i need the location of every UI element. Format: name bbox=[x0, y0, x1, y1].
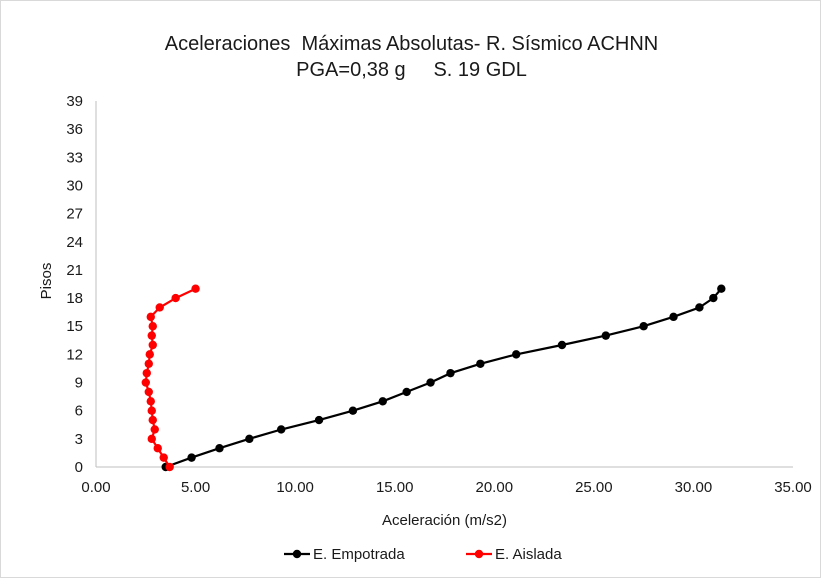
legend-label: E. Empotrada bbox=[313, 546, 405, 563]
y-tick-label: 24 bbox=[66, 234, 83, 251]
data-point bbox=[314, 415, 324, 425]
legend-item-aislada: E. Aislada bbox=[466, 546, 562, 563]
series-empotrada bbox=[161, 284, 726, 472]
x-tick-label: 15.00 bbox=[376, 479, 414, 496]
y-tick-label: 21 bbox=[66, 262, 83, 279]
data-point bbox=[215, 444, 224, 453]
x-tick-label: 20.00 bbox=[476, 479, 514, 496]
data-point bbox=[144, 387, 153, 397]
data-point bbox=[148, 340, 157, 350]
data-point bbox=[159, 453, 168, 462]
y-tick-label: 33 bbox=[66, 149, 83, 166]
data-point bbox=[142, 368, 151, 378]
x-tick-label: 0.00 bbox=[81, 479, 110, 496]
x-tick-label: 10.00 bbox=[276, 479, 314, 496]
x-tick-label: 35.00 bbox=[774, 479, 812, 496]
data-point bbox=[557, 340, 567, 350]
chart-title: Aceleraciones Máximas Absolutas- R. Sísm… bbox=[164, 33, 659, 55]
data-point bbox=[146, 397, 155, 406]
series-layer bbox=[141, 284, 726, 472]
y-tick-label: 27 bbox=[66, 206, 83, 223]
x-tick-label: 25.00 bbox=[575, 479, 613, 496]
x-tick-label: 30.00 bbox=[675, 479, 713, 496]
data-point bbox=[144, 359, 153, 368]
data-point bbox=[695, 303, 704, 312]
data-point bbox=[153, 444, 162, 453]
data-point bbox=[669, 312, 678, 322]
data-point bbox=[378, 397, 387, 406]
data-point bbox=[145, 350, 154, 359]
data-point bbox=[191, 284, 200, 293]
data-point bbox=[146, 312, 155, 322]
data-point bbox=[601, 331, 611, 340]
y-tick-label: 0 bbox=[75, 459, 83, 476]
data-point bbox=[426, 378, 435, 387]
y-tick-label: 39 bbox=[66, 93, 83, 110]
data-point bbox=[709, 293, 718, 303]
series-aislada bbox=[141, 284, 200, 472]
series-line bbox=[165, 287, 723, 469]
data-point bbox=[245, 434, 254, 444]
y-tick-label: 9 bbox=[75, 375, 83, 392]
x-axis-title: Aceleración (m/s2) bbox=[382, 512, 507, 529]
data-point bbox=[277, 425, 286, 434]
data-point bbox=[147, 406, 156, 415]
data-point bbox=[150, 425, 159, 434]
y-tick-label: 15 bbox=[66, 318, 83, 335]
legend-swatch-marker bbox=[474, 549, 484, 559]
data-point bbox=[511, 350, 521, 359]
data-point bbox=[148, 322, 157, 331]
y-tick-label: 30 bbox=[66, 177, 83, 194]
y-tick-label: 36 bbox=[66, 121, 83, 138]
data-point bbox=[147, 434, 156, 444]
data-point bbox=[446, 368, 455, 378]
legend-item-empotrada: E. Empotrada bbox=[284, 546, 405, 563]
y-axis-title: Pisos bbox=[38, 263, 55, 300]
data-point bbox=[717, 284, 726, 293]
y-tick-label: 6 bbox=[75, 403, 83, 420]
data-point bbox=[147, 331, 156, 340]
legend-label: E. Aislada bbox=[495, 546, 562, 563]
data-point bbox=[148, 415, 157, 425]
x-tick-label: 5.00 bbox=[181, 479, 210, 496]
y-tick-label: 18 bbox=[66, 290, 83, 307]
y-tick-label: 12 bbox=[66, 346, 83, 363]
data-point bbox=[141, 378, 150, 387]
data-point bbox=[155, 303, 164, 312]
legend-swatch-marker bbox=[292, 549, 302, 559]
data-point bbox=[165, 462, 174, 472]
data-point bbox=[476, 359, 485, 368]
data-point bbox=[171, 293, 180, 303]
data-point bbox=[402, 387, 411, 397]
data-point bbox=[639, 322, 648, 331]
data-point bbox=[187, 453, 196, 462]
legend: E. Empotrada E. Aislada bbox=[284, 546, 562, 563]
data-point bbox=[348, 406, 358, 415]
y-tick-label: 3 bbox=[75, 431, 83, 448]
chart-subtitle: PGA=0,38 g S. 19 GDL bbox=[296, 59, 527, 81]
axes: 0.00 5.00 10.00 15.00 20.00 25.00 30.00 35.00 0 3… bbox=[38, 93, 812, 529]
